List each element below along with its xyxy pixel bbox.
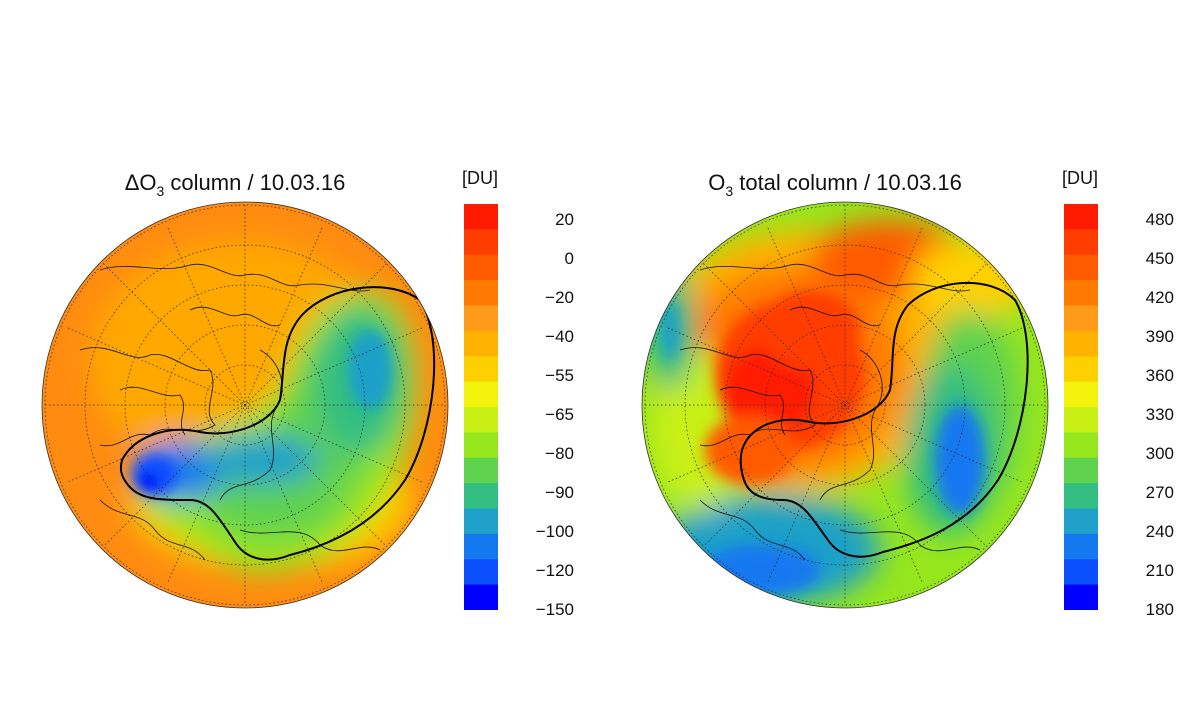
colorbar-swatch bbox=[1064, 432, 1098, 459]
colorbar-swatch bbox=[1064, 381, 1098, 408]
colorbar-swatch bbox=[1064, 533, 1098, 560]
colorbar-swatch bbox=[1064, 280, 1098, 307]
colorbar-tick-label: 300 bbox=[1145, 444, 1174, 463]
colorbar-swatch bbox=[1064, 483, 1098, 510]
colorbar-swatch bbox=[464, 584, 498, 610]
colorbar-swatch bbox=[464, 483, 498, 510]
colorbar-swatch bbox=[464, 280, 498, 307]
colorbar-tick-label: −150 bbox=[535, 600, 574, 619]
title-subscript: 3 bbox=[156, 183, 165, 199]
ozone-field bbox=[642, 202, 1048, 608]
colorbar-tick-label: 390 bbox=[1145, 327, 1174, 346]
colorbar-tick-label: 0 bbox=[564, 249, 574, 268]
colorbar-tick-label: −100 bbox=[535, 522, 574, 541]
title-subscript: 3 bbox=[725, 183, 734, 199]
polar-map bbox=[41, 201, 449, 609]
colorbar-swatch bbox=[464, 229, 498, 256]
colorbar-swatch bbox=[1064, 457, 1098, 484]
colorbar-unit: [DU] bbox=[462, 168, 498, 188]
delta-ozone-panel: ΔO3 column / 10.03.16 bbox=[0, 160, 600, 630]
colorbar-tick-label: 20 bbox=[555, 210, 574, 229]
colorbar-tick-label: 270 bbox=[1145, 483, 1174, 502]
colorbar-tick-label: 330 bbox=[1145, 405, 1174, 424]
ozone-field bbox=[42, 202, 448, 608]
colorbar-swatch bbox=[464, 305, 498, 332]
colorbar-swatch bbox=[464, 204, 498, 230]
colorbar-swatch bbox=[1064, 305, 1098, 332]
colorbar-swatch bbox=[464, 381, 498, 408]
colorbar-swatch bbox=[1064, 330, 1098, 357]
map-border bbox=[41, 201, 449, 609]
colorbar bbox=[464, 204, 498, 610]
colorbar-tick-label: 360 bbox=[1145, 366, 1174, 385]
polar-map bbox=[641, 201, 1049, 609]
colorbar-swatch bbox=[1064, 254, 1098, 281]
colorbar-swatch bbox=[464, 330, 498, 357]
colorbar-tick-label: −40 bbox=[545, 327, 574, 346]
colorbar-swatch bbox=[1064, 559, 1098, 586]
colorbar-swatch bbox=[464, 254, 498, 281]
colorbar-swatch bbox=[464, 407, 498, 433]
colorbar-swatch bbox=[1064, 229, 1098, 256]
colorbar-swatch bbox=[1064, 407, 1098, 433]
colorbar-swatch bbox=[1064, 204, 1098, 230]
colorbar-unit: [DU] bbox=[1062, 168, 1098, 188]
colorbar-swatch bbox=[464, 457, 498, 484]
panel-title: ΔO3 column / 10.03.16 bbox=[70, 170, 400, 199]
title-symbol: ΔO bbox=[124, 170, 157, 195]
title-symbol: O bbox=[708, 170, 726, 195]
colorbar-swatch bbox=[464, 508, 498, 535]
graticule bbox=[644, 204, 1046, 606]
colorbar-tick-label: 180 bbox=[1145, 600, 1174, 619]
colorbar-swatch bbox=[464, 356, 498, 383]
colorbar-tick-label: −20 bbox=[545, 288, 574, 307]
colorbar-tick-label: 480 bbox=[1145, 210, 1174, 229]
vortex-edge-contour bbox=[119, 286, 436, 561]
colorbar-swatch bbox=[464, 432, 498, 459]
colorbar-labels: 480 450 420 390 360 330 300 270 240 210 180 bbox=[1112, 204, 1182, 619]
colorbar-tick-label: −120 bbox=[535, 561, 574, 580]
colorbar-tick-label: −80 bbox=[545, 444, 574, 463]
graticule bbox=[44, 204, 446, 606]
colorbar-tick-label: 420 bbox=[1145, 288, 1174, 307]
colorbar-swatch bbox=[464, 559, 498, 586]
colorbar-tick-label: −65 bbox=[545, 405, 574, 424]
colorbar-swatch bbox=[1064, 584, 1098, 610]
vortex-edge-contour bbox=[739, 282, 1029, 558]
colorbar-tick-label: 450 bbox=[1145, 249, 1174, 268]
colorbar-tick-label: 240 bbox=[1145, 522, 1174, 541]
map-border bbox=[641, 201, 1049, 609]
colorbar-swatch bbox=[1064, 356, 1098, 383]
colorbar-swatch bbox=[464, 533, 498, 560]
title-text: total column / 10.03.16 bbox=[733, 170, 962, 195]
colorbar-labels: 20 0 −20 −40 −55 −65 −80 −90 −100 −120 −150 bbox=[512, 204, 582, 619]
title-text: column / 10.03.16 bbox=[164, 170, 346, 195]
colorbar-tick-label: −55 bbox=[545, 366, 574, 385]
colorbar-tick-label: 210 bbox=[1145, 561, 1174, 580]
colorbar bbox=[1064, 204, 1098, 610]
colorbar-tick-label: −90 bbox=[545, 483, 574, 502]
total-ozone-panel: O3 total column / 10.03.16 bbox=[600, 160, 1200, 630]
panel-title: O3 total column / 10.03.16 bbox=[670, 170, 1000, 199]
colorbar-swatch bbox=[1064, 508, 1098, 535]
